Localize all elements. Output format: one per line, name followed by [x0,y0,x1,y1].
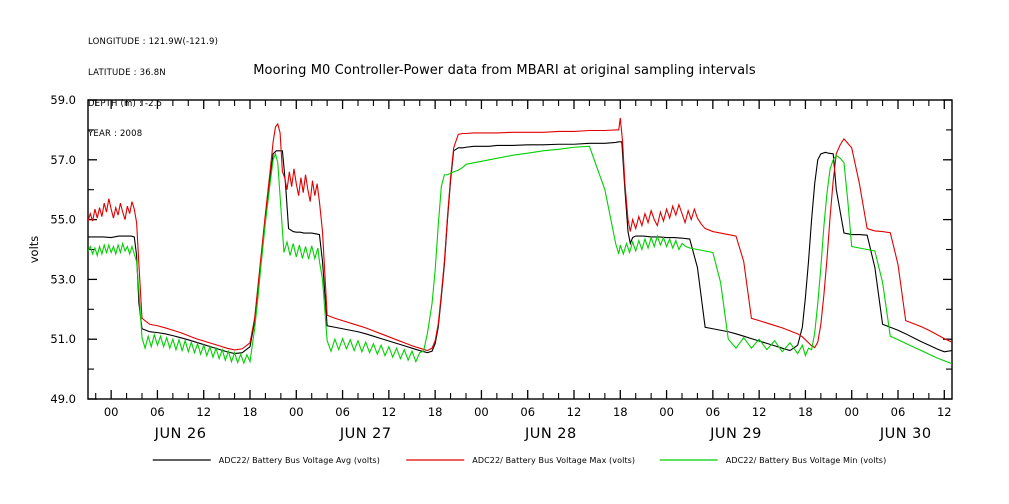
y-tick-label: 57.0 [50,153,76,167]
x-hour-label: 00 [474,405,489,419]
x-hour-label: 06 [520,405,535,419]
x-hour-label: 12 [752,405,767,419]
x-hour-label: 06 [150,405,165,419]
series-line-2 [88,145,952,365]
station-metadata: LONGITUDE : 121.9W(-121.9) LATITUDE : 36… [88,17,218,160]
data-series-group [88,117,952,365]
x-hour-label: 12 [196,405,211,419]
y-tick-label: 49.0 [50,392,76,406]
x-hour-label: 18 [243,405,258,419]
y-axis: 59.0 57.0 55.0 53.0 51.0 49.0 [50,93,952,406]
metadata-longitude: LONGITUDE : 121.9W(-121.9) [88,37,219,48]
y-axis-title: volts [27,236,41,264]
x-date-label: JUN 27 [339,426,392,442]
legend-label: ADC22/ Battery Bus Voltage Min (volts) [726,456,887,465]
x-date-label: JUN 29 [709,426,762,442]
x-hour-label: 18 [613,405,628,419]
y-tick-label: 53.0 [50,272,76,286]
x-hour-label: 06 [706,405,721,419]
x-hour-label: 00 [844,405,859,419]
x-date-label: JUN 30 [879,426,932,442]
x-hour-label: 00 [289,405,304,419]
y-tick-label: 59.0 [50,93,76,107]
series-line-1 [88,117,952,352]
chart-title: Mooring M0 Controller-Power data from MB… [253,63,756,78]
x-hour-label: 18 [798,405,813,419]
x-hour-label: 12 [937,405,952,419]
legend-label: ADC22/ Battery Bus Voltage Max (volts) [472,456,635,465]
plot-frame [87,99,953,400]
x-hour-label: 18 [428,405,443,419]
x-hour-label: 06 [891,405,906,419]
x-hour-label: 00 [104,405,119,419]
series-line-0 [88,141,952,355]
x-date-label: JUN 28 [524,426,577,442]
x-hour-label: 00 [659,405,674,419]
metadata-depth: DEPTH (m) : -2.5 [88,98,163,109]
metadata-latitude: LATITUDE : 36.8N [88,68,166,79]
y-tick-label: 55.0 [50,213,76,227]
x-hour-label: 12 [382,405,397,419]
x-axis: 00 06 12 18 00 06 12 18 00 06 12 18 00 06 12 18 00 06 12 JU… [95,100,952,442]
chart-legend: ADC22/ Battery Bus Voltage Avg (volts) AD… [152,456,887,465]
x-hour-label: 06 [335,405,350,419]
legend-label: ADC22/ Battery Bus Voltage Avg (volts) [219,456,380,465]
metadata-year: YEAR : 2008 [88,129,143,140]
x-hour-label: 12 [567,405,582,419]
x-date-label: JUN 26 [154,426,207,442]
y-tick-label: 51.0 [50,332,76,346]
